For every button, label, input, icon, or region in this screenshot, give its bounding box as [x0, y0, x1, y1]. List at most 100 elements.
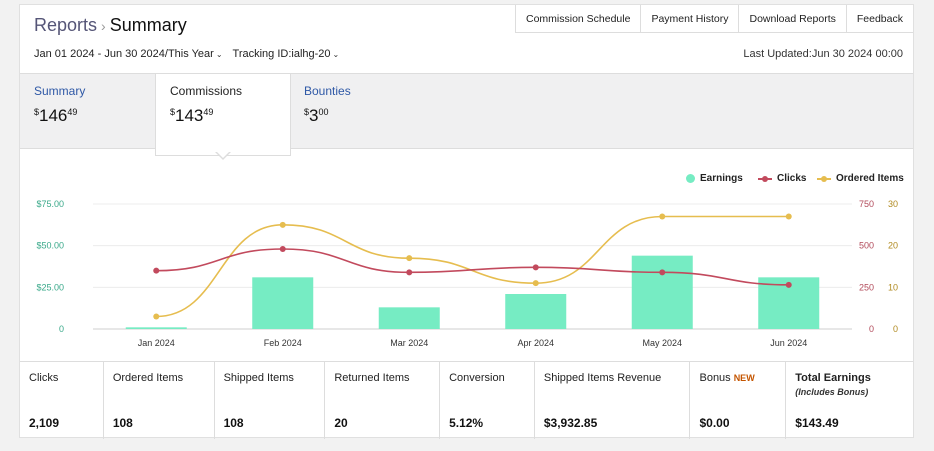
ordered-items-point	[785, 213, 792, 220]
earnings-bar	[631, 255, 693, 329]
stat-conversion: Conversion 5.12%	[440, 362, 535, 439]
summary-tabs: Summary $14649 Commissions $14349 Bounti…	[20, 73, 913, 156]
x-tick-label: Mar 2024	[390, 338, 428, 348]
stat-label: Bonus NEW	[699, 372, 755, 384]
last-updated: Last Updated:Jun 30 2024 00:00	[743, 48, 903, 60]
stat-value: $0.00	[699, 416, 730, 430]
tab-bounties[interactable]: Bounties $300	[290, 74, 430, 150]
stat-returned-items: Returned Items 20	[325, 362, 441, 439]
date-range-dropdown[interactable]: Jan 01 2024 - Jun 30 2024/This Year ⌄	[34, 48, 223, 60]
stat-ordered-items: Ordered Items 108	[104, 362, 215, 439]
tracking-label: Tracking ID:	[232, 48, 292, 60]
stat-sublabel: (Includes Bonus)	[795, 387, 869, 397]
y-left-tick-label: $75.00	[36, 199, 64, 209]
page-title: Summary	[109, 15, 187, 35]
breadcrumb-separator-icon: ›	[101, 18, 106, 34]
chevron-down-icon: ⌄	[332, 50, 340, 59]
y-right-ordered-tick-label: 20	[888, 241, 898, 251]
earnings-bar	[252, 277, 314, 329]
tracking-id: ialhg-20	[291, 48, 331, 60]
tab-summary-value: $14649	[34, 106, 78, 125]
clicks-point	[406, 269, 413, 276]
ordered-items-point	[406, 255, 413, 262]
commission-schedule-link[interactable]: Commission Schedule	[514, 5, 641, 33]
breadcrumb: Reports › Summary	[34, 15, 187, 36]
y-right-ordered-tick-label: 10	[888, 282, 898, 292]
stat-value: 2,109	[29, 416, 60, 430]
tab-commissions-label: Commissions	[170, 84, 243, 98]
x-tick-label: Feb 2024	[264, 338, 302, 348]
stat-label: Returned Items	[334, 372, 410, 384]
ordered-items-point	[659, 213, 666, 220]
y-left-tick-label: 0	[59, 324, 64, 334]
legend-earnings-swatch	[686, 174, 695, 183]
legend-clicks-swatch	[758, 175, 772, 182]
legend-ordered-label: Ordered Items	[836, 173, 904, 184]
y-left-tick-label: $50.00	[36, 241, 64, 251]
breadcrumb-reports-link[interactable]: Reports	[34, 15, 98, 35]
tab-summary[interactable]: Summary $14649	[20, 74, 155, 150]
earnings-chart: Earnings Clicks Ordered Items $75.00 750 3…	[20, 165, 915, 365]
report-card: Reports › Summary Commission Schedule Paym…	[19, 4, 915, 439]
x-tick-label: May 2024	[642, 338, 682, 348]
stat-value: $143.49	[795, 416, 839, 430]
legend-earnings[interactable]: Earnings	[686, 173, 743, 184]
earnings-bar	[125, 327, 187, 329]
payment-history-link[interactable]: Payment History	[640, 5, 739, 33]
top-links: Commission Schedule Payment History Down…	[514, 5, 913, 33]
filter-row: Jan 01 2024 - Jun 30 2024/This Year ⌄ Tra…	[34, 48, 339, 60]
earnings-bar	[378, 307, 440, 329]
clicks-point	[659, 269, 666, 276]
stats-row: Clicks 2,109 Ordered Items 108 Shipped I…	[20, 361, 913, 439]
stat-label: Shipped Items Revenue	[543, 372, 662, 384]
stat-value: 108	[223, 416, 244, 430]
new-badge: NEW	[733, 373, 755, 383]
stat-value: 20	[334, 416, 348, 430]
stat-bonus: Bonus NEW $0.00	[690, 362, 787, 439]
y-right-clicks-tick-label: 750	[859, 199, 874, 209]
stat-label: Shipped Items	[223, 372, 294, 384]
feedback-link[interactable]: Feedback	[845, 5, 913, 33]
chevron-down-icon: ⌄	[215, 50, 223, 59]
tab-pointer	[216, 151, 230, 158]
tracking-id-dropdown[interactable]: Tracking ID:ialhg-20 ⌄	[233, 48, 340, 60]
report-header: Reports › Summary Commission Schedule Paym…	[20, 5, 913, 76]
y-right-ordered-tick-label: 0	[893, 324, 898, 334]
y-right-clicks-tick-label: 0	[869, 324, 874, 334]
x-tick-label: Apr 2024	[517, 338, 554, 348]
stat-label: Clicks	[29, 372, 59, 384]
tab-commissions-value: $14349	[170, 106, 214, 125]
legend-ordered-items[interactable]: Ordered Items	[817, 173, 904, 184]
download-reports-link[interactable]: Download Reports	[738, 5, 846, 33]
clicks-point	[279, 246, 286, 252]
stat-label: Ordered Items	[112, 372, 184, 384]
stat-value: 5.12%	[449, 416, 484, 430]
x-tick-label: Jan 2024	[138, 338, 175, 348]
ordered-items-point	[153, 313, 160, 320]
tab-commissions[interactable]: Commissions $14349	[155, 74, 291, 156]
earnings-bar	[505, 294, 567, 329]
clicks-point	[532, 264, 539, 271]
x-tick-label: Jun 2024	[770, 338, 807, 348]
period-label: /This Year	[164, 48, 214, 60]
y-left-tick-label: $25.00	[36, 282, 64, 292]
legend-clicks[interactable]: Clicks	[758, 173, 806, 184]
legend-ordered-swatch	[817, 175, 831, 182]
stat-total-earnings: Total Earnings (Includes Bonus) $143.49	[786, 362, 913, 439]
ordered-items-point	[279, 221, 286, 228]
tab-bounties-label: Bounties	[304, 84, 351, 98]
clicks-line	[156, 248, 789, 286]
y-right-ordered-tick-label: 30	[888, 199, 898, 209]
stat-value: $3,932.85	[543, 416, 598, 430]
clicks-point	[153, 267, 160, 274]
stat-shipped-revenue: Shipped Items Revenue $3,932.85	[535, 362, 691, 439]
date-range: Jan 01 2024 - Jun 30 2024	[34, 48, 165, 60]
stat-shipped-items: Shipped Items 108	[215, 362, 326, 439]
tab-bounties-value: $300	[304, 106, 329, 125]
stat-value: 108	[112, 416, 133, 430]
stat-label: Conversion	[449, 372, 505, 384]
y-right-clicks-tick-label: 500	[859, 241, 874, 251]
ordered-items-point	[532, 280, 539, 287]
stat-label: Total Earnings (Includes Bonus)	[795, 372, 904, 397]
ordered-items-line	[156, 215, 789, 318]
